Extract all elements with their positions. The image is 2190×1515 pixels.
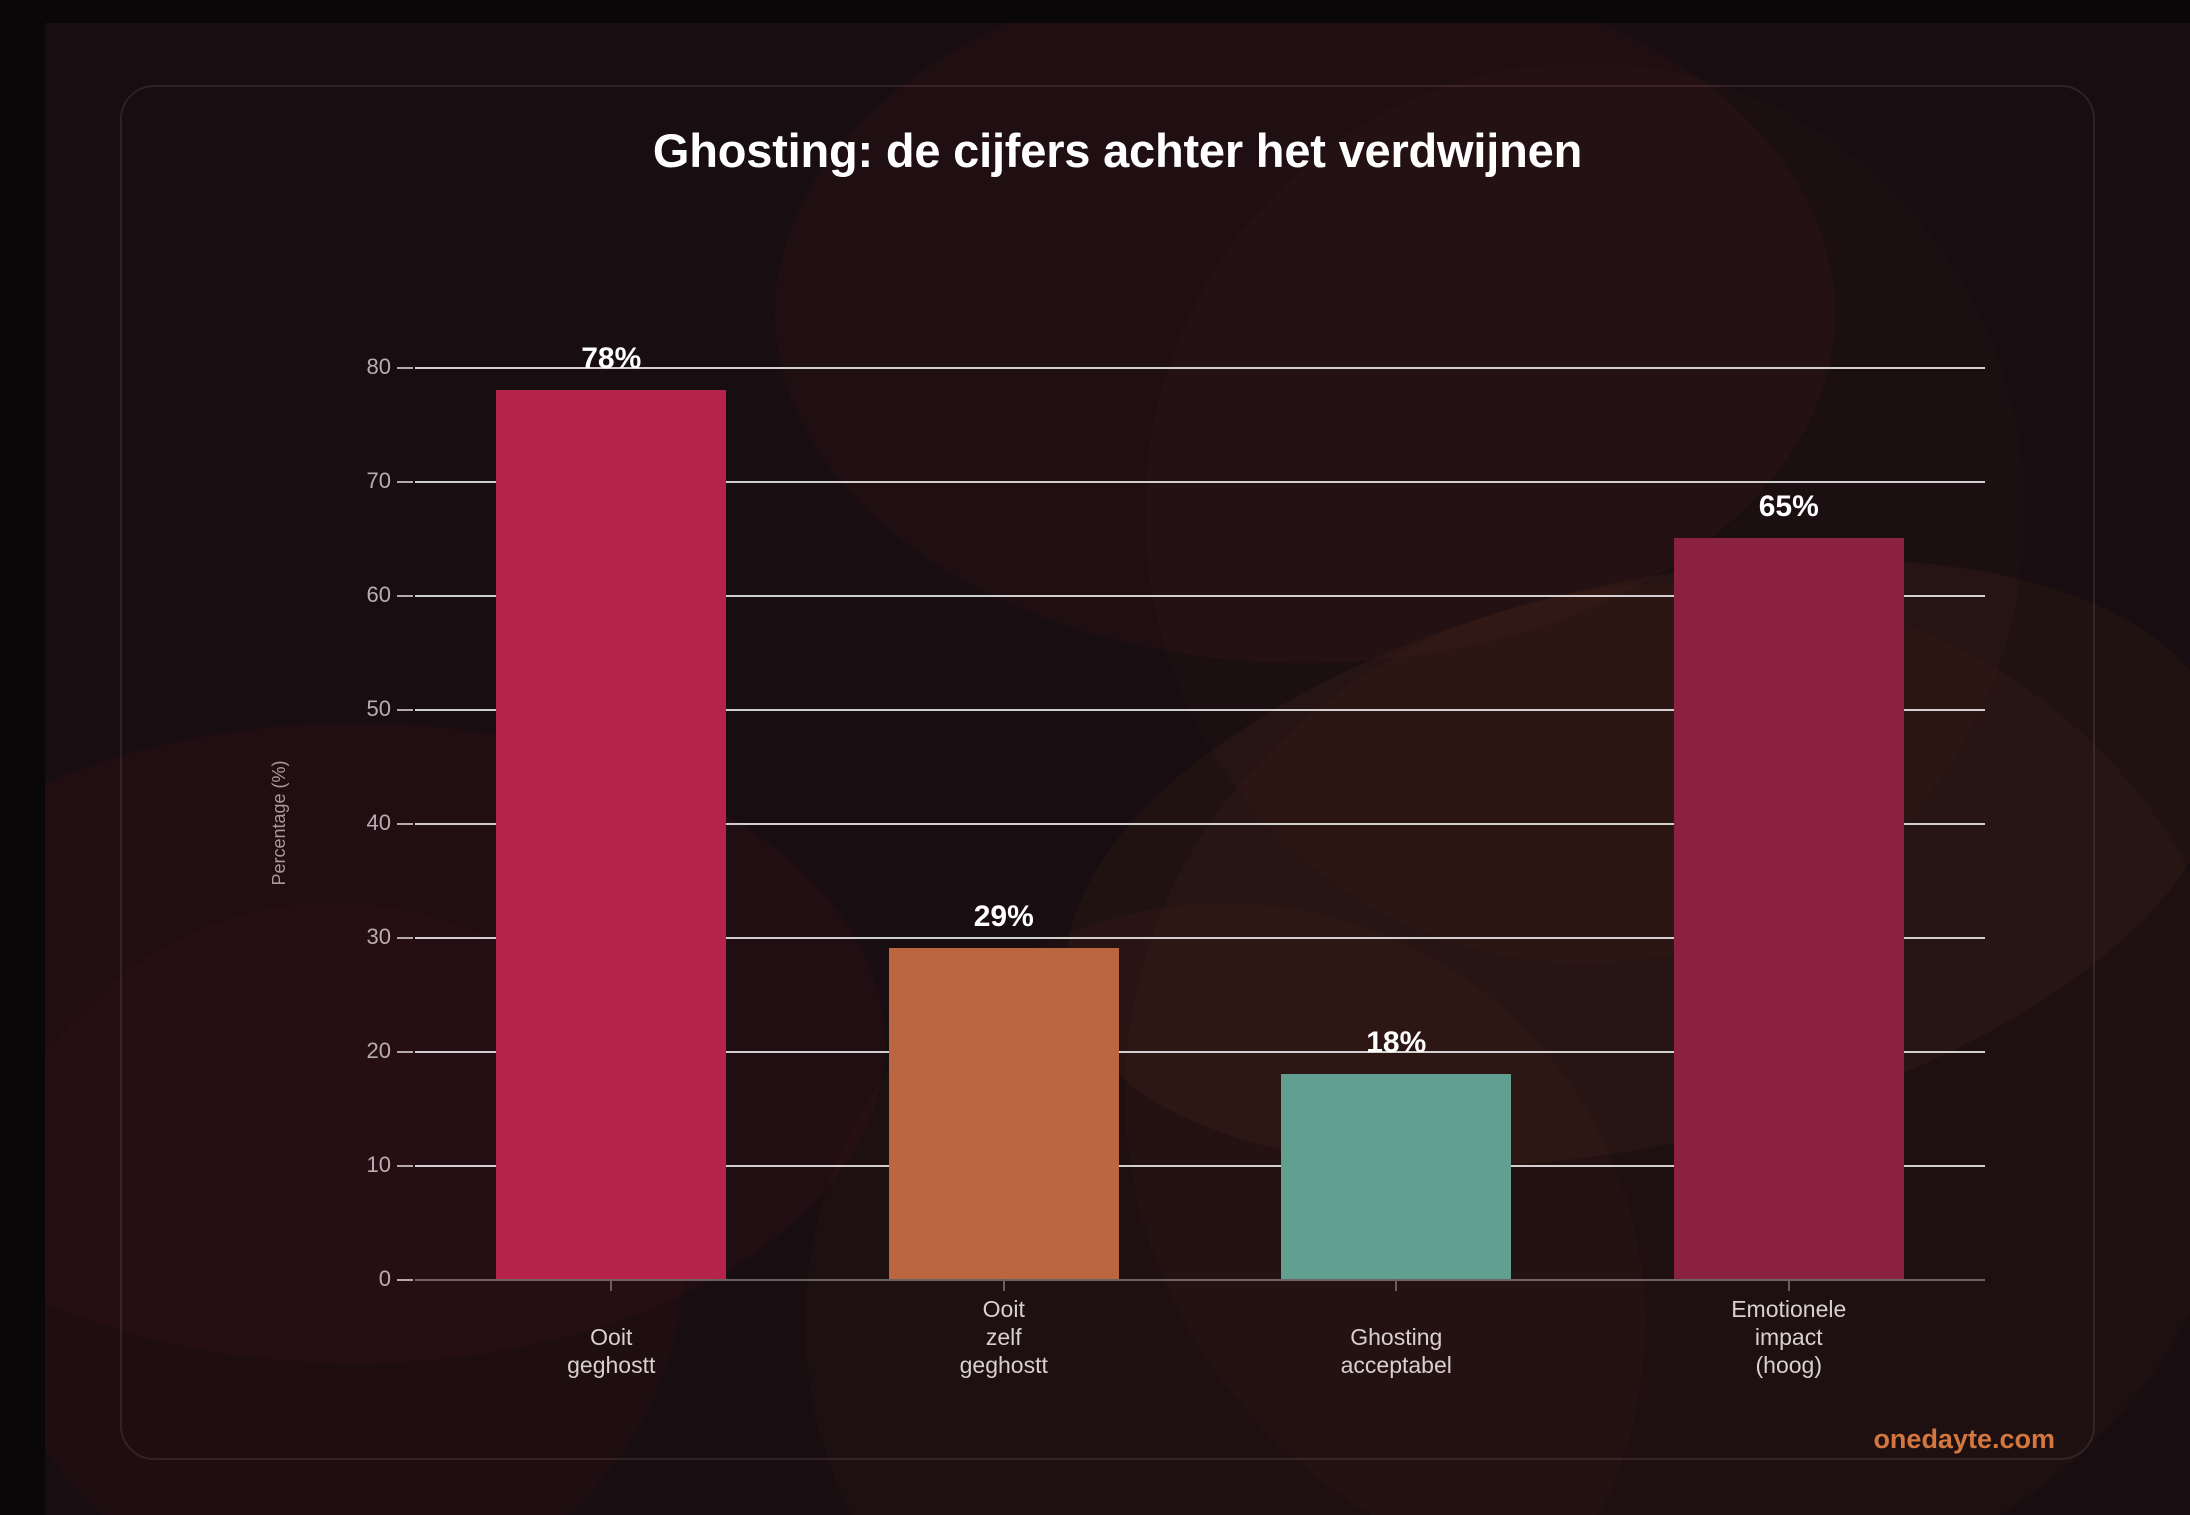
x-axis-category-label: Ghosting acceptabel — [1340, 1323, 1452, 1378]
x-axis-category-label: Emotionele impact (hoog) — [1731, 1295, 1847, 1378]
x-axis-category-label: Ooit zelf geghostt — [959, 1295, 1048, 1378]
y-axis-tick-mark — [397, 1051, 413, 1053]
bar[interactable] — [888, 948, 1119, 1279]
x-axis-category-label: Ooit geghostt — [567, 1323, 656, 1378]
y-axis-tick-label: 70 — [366, 468, 391, 493]
bar-value-label: 29% — [973, 900, 1034, 934]
plot-area: Percentage (%) 80 70 60 50 40 30 20 10 0 78% Ooit… — [269, 342, 1986, 1378]
x-axis-tick-mark — [610, 1279, 613, 1291]
y-axis-tick-label: 80 — [366, 354, 391, 379]
bar-value-label: 65% — [1758, 490, 1819, 523]
y-axis-tick-label: 50 — [366, 696, 391, 721]
y-axis-tick-label: 0 — [378, 1266, 391, 1291]
gridline — [415, 1051, 1985, 1053]
y-axis-label: Percentage (%) — [269, 760, 290, 886]
y-axis-tick-mark — [397, 1279, 413, 1281]
bar[interactable] — [1673, 538, 1904, 1279]
y-axis-tick-label: 20 — [366, 1038, 391, 1063]
bar-group: 65% Emotionele impact (hoog) — [1593, 353, 1986, 1378]
y-axis-tick-mark — [397, 709, 413, 711]
gridline — [415, 481, 1985, 483]
x-axis-tick-mark — [1787, 1279, 1790, 1291]
watermark: onedayte.com — [1873, 1424, 2055, 1454]
y-axis-tick-mark — [397, 937, 413, 939]
bar-group: 18% Ghosting acceptabel — [1200, 353, 1593, 1378]
gridline — [415, 595, 1985, 597]
bar-group: 29% Ooit zelf geghostt — [808, 353, 1201, 1378]
y-axis-tick-mark — [397, 1165, 413, 1167]
y-axis-tick-mark — [397, 823, 413, 825]
bar-value-label: 78% — [581, 341, 642, 375]
gridline — [415, 1165, 1985, 1167]
gridline — [415, 937, 1985, 939]
gridline — [415, 1279, 1985, 1281]
y-axis-tick-mark — [397, 367, 413, 369]
chart-title: Ghosting: de cijfers achter het verdwijn… — [652, 124, 1583, 177]
y-axis-tick-mark — [397, 481, 413, 483]
bar-group: 78% Ooit geghostt — [415, 342, 808, 1378]
bar[interactable] — [496, 389, 727, 1279]
bar-value-label: 18% — [1366, 1025, 1427, 1059]
y-axis-tick-label: 10 — [366, 1152, 391, 1177]
bar[interactable] — [1281, 1073, 1512, 1279]
gridline — [415, 367, 1985, 369]
gridline — [415, 709, 1985, 711]
y-axis-tick-label: 40 — [366, 810, 391, 835]
gridline — [415, 823, 1985, 825]
y-axis-tick-mark — [397, 595, 413, 597]
x-axis-tick-mark — [1002, 1279, 1005, 1291]
y-axis-tick-label: 30 — [366, 924, 391, 949]
x-axis-tick-mark — [1395, 1279, 1398, 1291]
chart-panel: Ghosting: de cijfers achter het verdwijn… — [45, 23, 2190, 1515]
y-axis-tick-label: 60 — [366, 582, 391, 607]
bar-series: 78% Ooit geghostt 29% Ooit zelf geghostt 18%… — [415, 342, 1986, 1378]
